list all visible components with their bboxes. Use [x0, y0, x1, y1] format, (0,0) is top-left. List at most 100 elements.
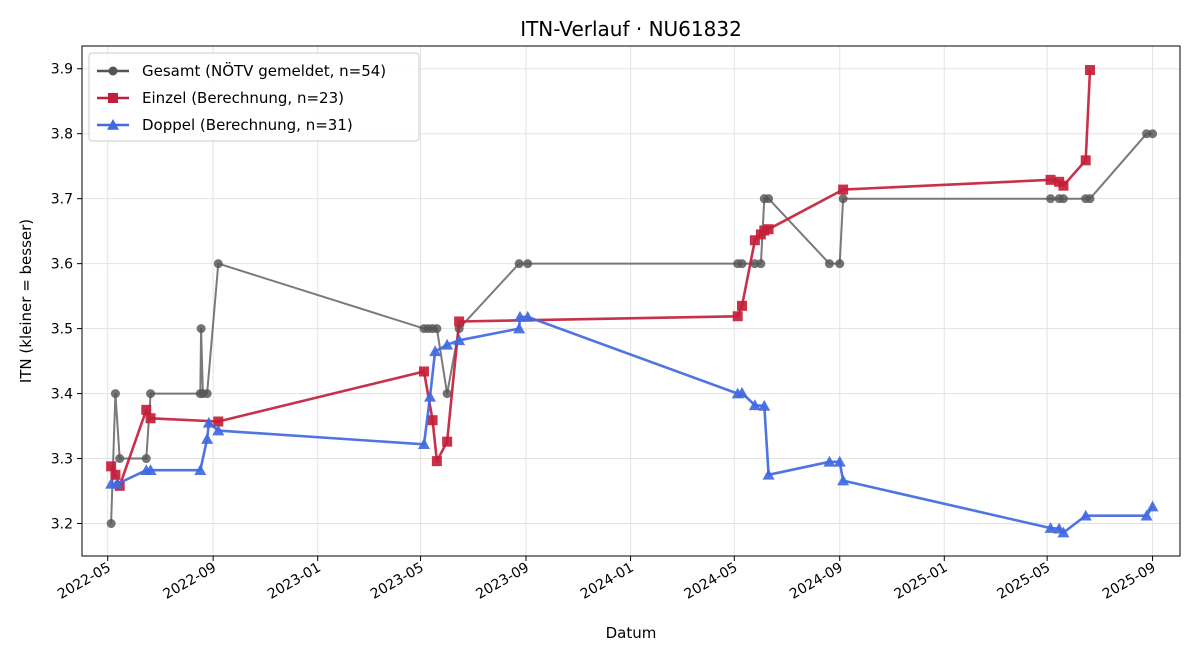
- data-point: [737, 259, 747, 269]
- data-point: [419, 366, 429, 377]
- data-point: [1146, 500, 1159, 512]
- data-point: [106, 461, 117, 472]
- y-tick-label: 3.5: [51, 322, 73, 338]
- x-tick-label: 2023-05: [368, 560, 427, 603]
- data-point: [1080, 155, 1091, 166]
- x-axis: 2022-05 2022-09 2023-01 2023-05 2023-09 2024-…: [55, 556, 1159, 603]
- x-tick-label: 2022-05: [55, 560, 114, 603]
- series-layer: [105, 65, 1159, 538]
- data-point: [1045, 174, 1056, 185]
- data-point: [144, 464, 157, 476]
- data-point: [1044, 522, 1057, 533]
- data-point: [1085, 194, 1095, 204]
- data-point: [749, 235, 760, 246]
- data-point: [837, 474, 850, 486]
- y-tick-label: 3.2: [51, 517, 73, 533]
- data-point: [141, 454, 151, 464]
- data-point: [202, 389, 212, 399]
- y-axis: 3.2 3.3 3.4 3.5 3.6 3.7 3.8 3.9: [51, 62, 82, 533]
- data-point: [442, 436, 453, 447]
- data-point: [213, 416, 224, 427]
- data-point: [513, 322, 526, 334]
- legend: Gesamt (NÖTV gemeldet, n=54) Einzel (Bere…: [88, 52, 420, 142]
- series-circle: [106, 129, 1158, 529]
- data-point: [1079, 509, 1092, 521]
- data-point: [736, 386, 748, 398]
- data-point: [1058, 194, 1068, 204]
- y-tick-label: 3.8: [51, 127, 73, 143]
- data-point: [146, 389, 156, 399]
- data-point: [202, 416, 215, 428]
- data-point: [514, 310, 526, 322]
- data-point: [1140, 509, 1153, 521]
- x-tick-label: 2024-09: [787, 560, 846, 603]
- series-triangle: [105, 310, 1159, 538]
- series-line: [111, 315, 1154, 534]
- x-tick-label: 2025-01: [892, 560, 951, 603]
- data-point: [212, 424, 225, 436]
- series-square: [106, 65, 1095, 491]
- data-point: [764, 194, 774, 204]
- legend-entry: Einzel (Berechnung, n=23): [142, 89, 344, 107]
- data-point: [110, 389, 120, 399]
- data-point: [201, 433, 214, 444]
- data-point: [196, 324, 206, 334]
- data-point: [441, 338, 454, 350]
- legend-swatch-marker: [108, 66, 118, 76]
- legend-swatch-marker: [108, 93, 118, 103]
- data-point: [453, 334, 466, 346]
- x-tick-label: 2022-09: [160, 560, 219, 603]
- legend-entry: Doppel (Berechnung, n=31): [142, 116, 353, 134]
- data-point: [1148, 129, 1158, 139]
- data-point: [442, 389, 452, 399]
- data-point: [762, 468, 775, 480]
- x-tick-label: 2023-09: [473, 560, 532, 603]
- data-point: [454, 316, 465, 327]
- data-point: [111, 477, 124, 489]
- x-axis-label: Datum: [606, 624, 657, 642]
- x-tick-label: 2023-01: [265, 560, 324, 603]
- data-point: [838, 194, 848, 204]
- data-point: [141, 404, 152, 415]
- data-point: [429, 345, 442, 357]
- data-point: [427, 415, 438, 426]
- data-point: [835, 259, 845, 269]
- data-point: [824, 259, 834, 269]
- y-axis-label: ITN (kleiner = besser): [17, 219, 35, 383]
- data-point: [431, 456, 442, 467]
- legend-entry: Gesamt (NÖTV gemeldet, n=54): [142, 61, 386, 80]
- data-point: [758, 399, 771, 411]
- data-point: [432, 324, 442, 334]
- data-point: [833, 455, 846, 467]
- data-point: [424, 390, 436, 402]
- data-point: [1057, 526, 1070, 538]
- x-tick-label: 2025-09: [1100, 560, 1159, 603]
- x-tick-label: 2024-01: [578, 560, 637, 603]
- data-point: [145, 413, 156, 424]
- chart-title: ITN-Verlauf · NU61832: [520, 17, 742, 41]
- legend-swatch-marker: [107, 119, 119, 130]
- legend-box: [88, 52, 420, 142]
- data-point: [737, 300, 747, 311]
- data-point: [763, 224, 774, 235]
- y-tick-label: 3.3: [51, 452, 73, 468]
- data-point: [115, 454, 125, 464]
- data-point: [748, 399, 761, 411]
- data-point: [756, 259, 766, 269]
- data-point: [514, 259, 524, 269]
- y-tick-label: 3.4: [51, 387, 73, 403]
- y-tick-label: 3.9: [51, 62, 73, 78]
- data-point: [523, 259, 533, 269]
- data-point: [838, 184, 849, 195]
- data-point: [521, 310, 534, 322]
- data-point: [1046, 194, 1056, 204]
- y-tick-label: 3.7: [51, 192, 73, 208]
- data-point: [1058, 180, 1069, 191]
- data-point: [732, 311, 743, 322]
- data-point: [106, 519, 116, 529]
- data-point: [1085, 65, 1095, 76]
- y-tick-label: 3.6: [51, 257, 73, 273]
- data-point: [823, 455, 836, 467]
- data-point: [213, 259, 223, 269]
